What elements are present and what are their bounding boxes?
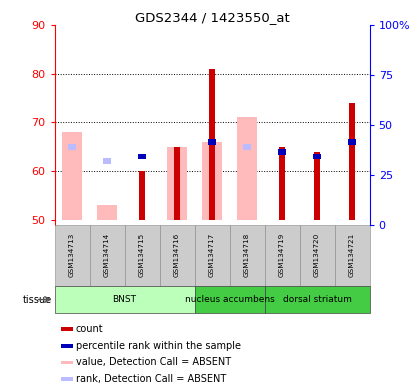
Bar bbox=[335, 225, 370, 286]
Bar bbox=[265, 225, 299, 286]
Bar bbox=[208, 139, 216, 145]
Text: GSM134713: GSM134713 bbox=[69, 233, 75, 278]
Bar bbox=[313, 154, 321, 159]
Title: GDS2344 / 1423550_at: GDS2344 / 1423550_at bbox=[135, 11, 289, 24]
Bar bbox=[103, 159, 111, 164]
Text: value, Detection Call = ABSENT: value, Detection Call = ABSENT bbox=[76, 358, 231, 367]
Bar bbox=[299, 225, 335, 286]
Bar bbox=[55, 286, 194, 313]
Bar bbox=[138, 154, 146, 159]
Bar bbox=[89, 225, 125, 286]
Text: GSM134720: GSM134720 bbox=[314, 233, 320, 278]
Bar bbox=[209, 69, 215, 220]
Bar bbox=[60, 344, 74, 348]
Bar bbox=[278, 149, 286, 154]
Bar bbox=[174, 147, 180, 220]
Text: GSM134714: GSM134714 bbox=[104, 233, 110, 278]
Bar bbox=[243, 144, 251, 150]
Bar bbox=[349, 103, 355, 220]
Bar bbox=[60, 361, 74, 364]
Text: count: count bbox=[76, 324, 103, 334]
Text: GSM134717: GSM134717 bbox=[209, 233, 215, 278]
Bar bbox=[97, 205, 117, 220]
Text: dorsal striatum: dorsal striatum bbox=[283, 295, 352, 304]
Text: percentile rank within the sample: percentile rank within the sample bbox=[76, 341, 241, 351]
Text: GSM134718: GSM134718 bbox=[244, 233, 250, 278]
Text: BNST: BNST bbox=[113, 295, 136, 304]
Bar bbox=[348, 139, 356, 145]
Bar bbox=[68, 144, 76, 150]
Text: GSM134715: GSM134715 bbox=[139, 233, 145, 278]
Bar bbox=[168, 147, 187, 220]
Text: GSM134716: GSM134716 bbox=[174, 233, 180, 278]
Bar bbox=[202, 142, 222, 220]
Text: GSM134721: GSM134721 bbox=[349, 233, 355, 278]
Bar bbox=[237, 118, 257, 220]
Bar bbox=[279, 147, 285, 220]
Bar bbox=[230, 225, 265, 286]
Bar bbox=[60, 327, 74, 331]
Text: rank, Detection Call = ABSENT: rank, Detection Call = ABSENT bbox=[76, 374, 226, 384]
Bar bbox=[63, 132, 82, 220]
Text: nucleus accumbens: nucleus accumbens bbox=[185, 295, 275, 304]
Bar bbox=[160, 225, 194, 286]
Text: tissue: tissue bbox=[22, 295, 52, 305]
Bar bbox=[125, 225, 160, 286]
Bar bbox=[314, 152, 320, 220]
Bar bbox=[194, 225, 230, 286]
Bar bbox=[265, 286, 370, 313]
Bar bbox=[194, 286, 265, 313]
Bar bbox=[60, 377, 74, 381]
Text: GSM134719: GSM134719 bbox=[279, 233, 285, 278]
Bar bbox=[139, 171, 145, 220]
Bar bbox=[55, 225, 89, 286]
